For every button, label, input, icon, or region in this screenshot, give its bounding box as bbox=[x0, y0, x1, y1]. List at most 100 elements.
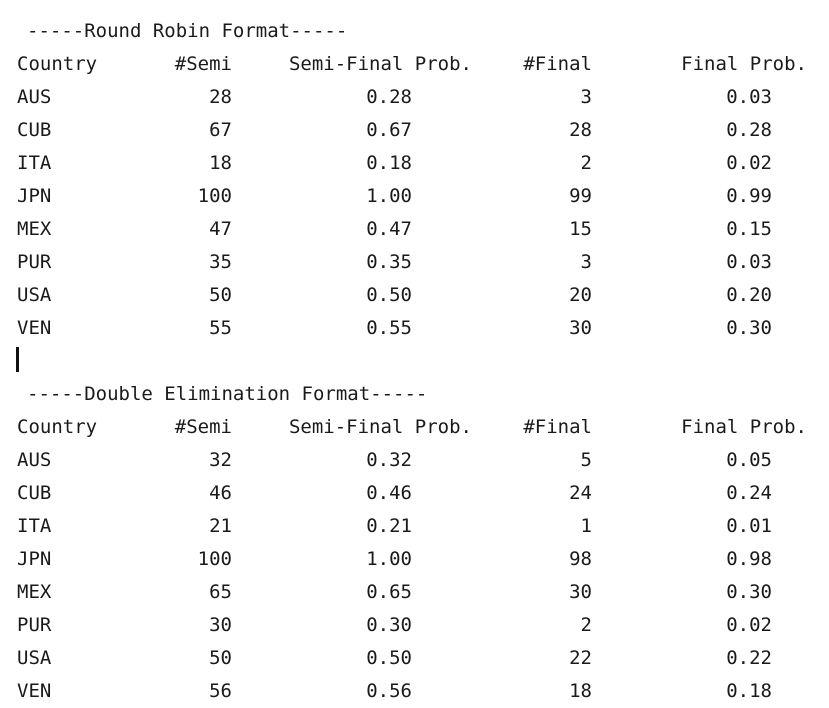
section-title-round-robin: -----Round Robin Format----- bbox=[0, 15, 829, 48]
cell-final-prob: 0.30 bbox=[726, 581, 772, 603]
cell-semi-prob: 0.67 bbox=[366, 119, 412, 141]
header-final-prob: Final Prob. bbox=[681, 416, 807, 438]
header-semi-count: #Semi bbox=[174, 53, 232, 75]
cell-country: AUS bbox=[17, 449, 52, 471]
header-final-prob: Final Prob. bbox=[681, 53, 807, 75]
header-semi-prob: Semi-Final Prob. bbox=[288, 416, 472, 438]
cell-final-count: 3 bbox=[580, 86, 592, 108]
cell-final-prob: 0.15 bbox=[726, 218, 772, 240]
cell-semi-count: 21 bbox=[209, 515, 232, 537]
cell-country: ITA bbox=[17, 515, 52, 537]
cell-semi-count: 47 bbox=[209, 218, 232, 240]
table-row: AUS 32 0.32 5 0.05 bbox=[0, 444, 829, 477]
cell-country: JPN bbox=[17, 185, 52, 207]
cell-semi-count: 65 bbox=[209, 581, 232, 603]
section-title: -----Double Elimination Format----- bbox=[27, 383, 428, 405]
table-row: JPN 100 1.00 98 0.98 bbox=[0, 543, 829, 576]
cell-country: PUR bbox=[17, 614, 52, 636]
cell-country: VEN bbox=[17, 680, 52, 702]
cell-final-count: 24 bbox=[569, 482, 592, 504]
cell-final-prob: 0.05 bbox=[726, 449, 772, 471]
table-header: Country #Semi Semi-Final Prob. #Final Fi… bbox=[0, 411, 829, 444]
cell-final-count: 15 bbox=[569, 218, 592, 240]
cell-final-prob: 0.03 bbox=[726, 86, 772, 108]
header-final-count: #Final bbox=[523, 53, 592, 75]
cell-country: PUR bbox=[17, 251, 52, 273]
section-title: -----Round Robin Format----- bbox=[27, 20, 348, 42]
cell-country: VEN bbox=[17, 317, 52, 339]
cell-final-count: 30 bbox=[569, 317, 592, 339]
cell-semi-count: 46 bbox=[209, 482, 232, 504]
table-row: MEX 47 0.47 15 0.15 bbox=[0, 213, 829, 246]
cell-semi-count: 55 bbox=[209, 317, 232, 339]
cell-country: CUB bbox=[17, 482, 52, 504]
cell-final-count: 22 bbox=[569, 647, 592, 669]
cell-final-count: 2 bbox=[580, 614, 592, 636]
cell-semi-count: 35 bbox=[209, 251, 232, 273]
cell-final-prob: 0.30 bbox=[726, 317, 772, 339]
header-country: Country bbox=[17, 416, 98, 438]
cell-semi-prob: 0.65 bbox=[366, 581, 412, 603]
header-semi-prob: Semi-Final Prob. bbox=[288, 53, 472, 75]
cell-semi-prob: 0.56 bbox=[366, 680, 412, 702]
table-row: CUB 67 0.67 28 0.28 bbox=[0, 114, 829, 147]
cell-semi-prob: 0.50 bbox=[366, 647, 412, 669]
cell-semi-prob: 1.00 bbox=[366, 185, 412, 207]
cell-country: CUB bbox=[17, 119, 52, 141]
table-row: VEN 56 0.56 18 0.18 bbox=[0, 675, 829, 708]
cell-semi-count: 100 bbox=[197, 185, 232, 207]
table-row: USA 50 0.50 20 0.20 bbox=[0, 279, 829, 312]
cell-final-count: 1 bbox=[580, 515, 592, 537]
cell-semi-prob: 1.00 bbox=[366, 548, 412, 570]
cell-final-prob: 0.20 bbox=[726, 284, 772, 306]
cell-semi-count: 100 bbox=[197, 548, 232, 570]
cell-final-prob: 0.02 bbox=[726, 152, 772, 174]
cell-semi-count: 18 bbox=[209, 152, 232, 174]
table-row: PUR 35 0.35 3 0.03 bbox=[0, 246, 829, 279]
cell-final-prob: 0.24 bbox=[726, 482, 772, 504]
cell-final-prob: 0.28 bbox=[726, 119, 772, 141]
cell-semi-prob: 0.47 bbox=[366, 218, 412, 240]
table-row: USA 50 0.50 22 0.22 bbox=[0, 642, 829, 675]
cell-final-prob: 0.03 bbox=[726, 251, 772, 273]
cell-final-count: 28 bbox=[569, 119, 592, 141]
cell-country: JPN bbox=[17, 548, 52, 570]
cell-semi-prob: 0.35 bbox=[366, 251, 412, 273]
cell-semi-prob: 0.21 bbox=[366, 515, 412, 537]
cell-final-count: 20 bbox=[569, 284, 592, 306]
cell-final-prob: 0.18 bbox=[726, 680, 772, 702]
table-row: ITA 18 0.18 2 0.02 bbox=[0, 147, 829, 180]
cell-semi-count: 30 bbox=[209, 614, 232, 636]
table-row: AUS 28 0.28 3 0.03 bbox=[0, 81, 829, 114]
cell-final-prob: 0.98 bbox=[726, 548, 772, 570]
cell-semi-prob: 0.28 bbox=[366, 86, 412, 108]
cell-semi-count: 32 bbox=[209, 449, 232, 471]
cell-country: USA bbox=[17, 284, 52, 306]
cell-final-prob: 0.99 bbox=[726, 185, 772, 207]
header-final-count: #Final bbox=[523, 416, 592, 438]
table-row: VEN 55 0.55 30 0.30 bbox=[0, 312, 829, 345]
cell-semi-prob: 0.18 bbox=[366, 152, 412, 174]
table-row: MEX 65 0.65 30 0.30 bbox=[0, 576, 829, 609]
cell-country: USA bbox=[17, 647, 52, 669]
cell-final-count: 2 bbox=[580, 152, 592, 174]
cell-final-count: 5 bbox=[580, 449, 592, 471]
cell-semi-count: 28 bbox=[209, 86, 232, 108]
cell-semi-count: 56 bbox=[209, 680, 232, 702]
table-row: ITA 21 0.21 1 0.01 bbox=[0, 510, 829, 543]
cell-country: AUS bbox=[17, 86, 52, 108]
cell-final-count: 30 bbox=[569, 581, 592, 603]
cell-semi-prob: 0.55 bbox=[366, 317, 412, 339]
cell-semi-count: 67 bbox=[209, 119, 232, 141]
cell-final-prob: 0.01 bbox=[726, 515, 772, 537]
cell-final-count: 98 bbox=[569, 548, 592, 570]
header-country: Country bbox=[17, 53, 98, 75]
cell-semi-prob: 0.50 bbox=[366, 284, 412, 306]
header-semi-count: #Semi bbox=[174, 416, 232, 438]
cell-final-count: 3 bbox=[580, 251, 592, 273]
cell-final-prob: 0.02 bbox=[726, 614, 772, 636]
cell-final-count: 18 bbox=[569, 680, 592, 702]
cell-country: MEX bbox=[17, 581, 52, 603]
table-row: CUB 46 0.46 24 0.24 bbox=[0, 477, 829, 510]
